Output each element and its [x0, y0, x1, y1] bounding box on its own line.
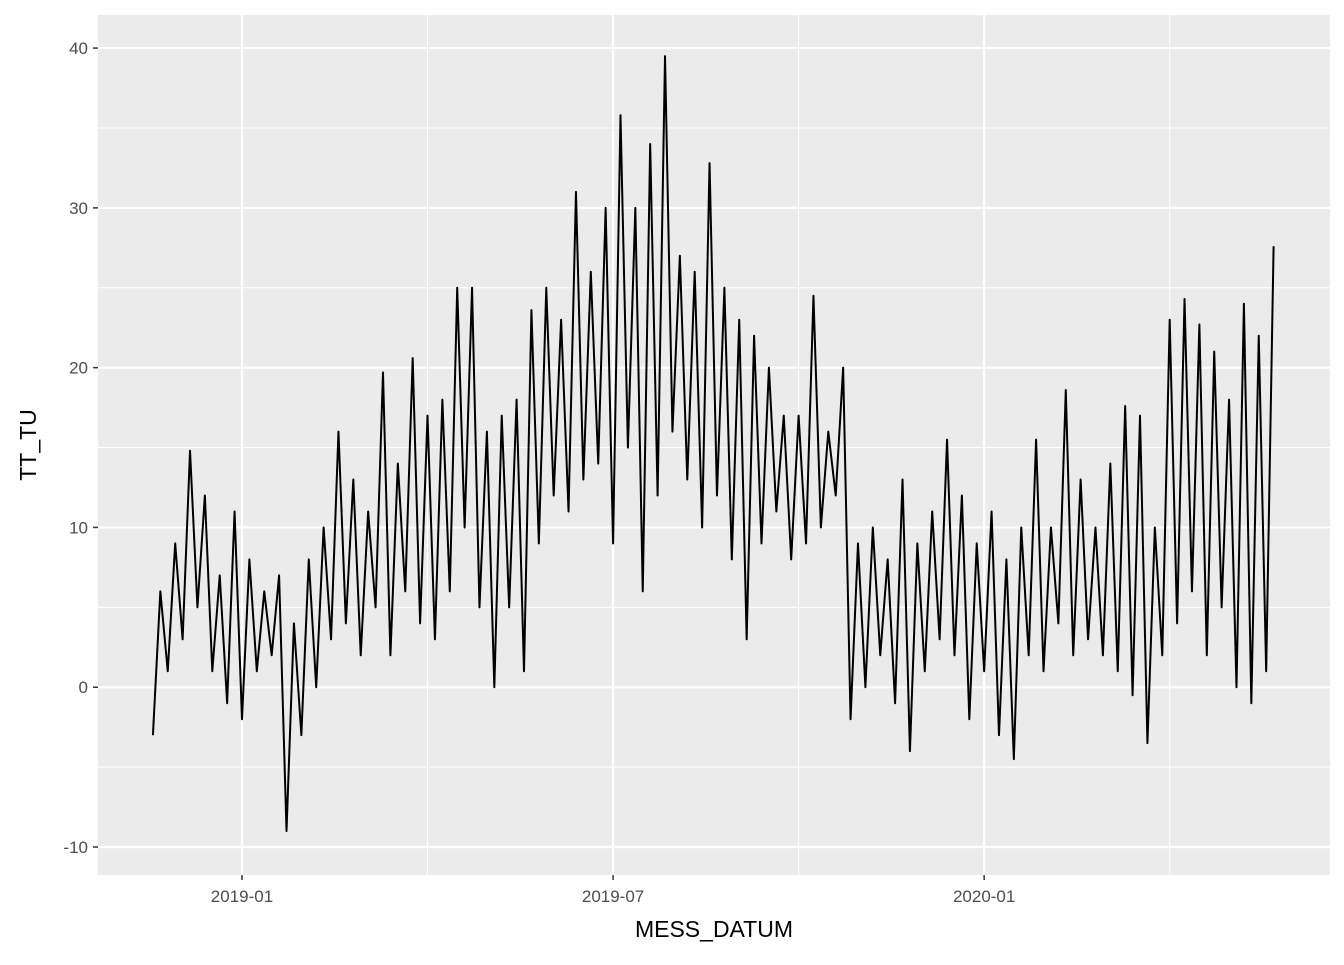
y-tick-label: 20 [69, 359, 88, 378]
y-tick-label: 10 [69, 518, 88, 537]
panel [98, 15, 1330, 875]
line [151, 55, 1275, 833]
x-tick-label: 2019-07 [582, 887, 644, 906]
y-tick-label: 0 [79, 678, 88, 697]
x-tick-label: 2019-01 [211, 887, 273, 906]
y-axis-title: TT_TU [15, 409, 41, 481]
x-tick-label: 2020-01 [953, 887, 1015, 906]
y-tick-label: 40 [69, 39, 88, 58]
y-tick-label: -10 [63, 838, 88, 857]
y-tick-label: 30 [69, 199, 88, 218]
x-axis-title: MESS_DATUM [635, 916, 793, 942]
